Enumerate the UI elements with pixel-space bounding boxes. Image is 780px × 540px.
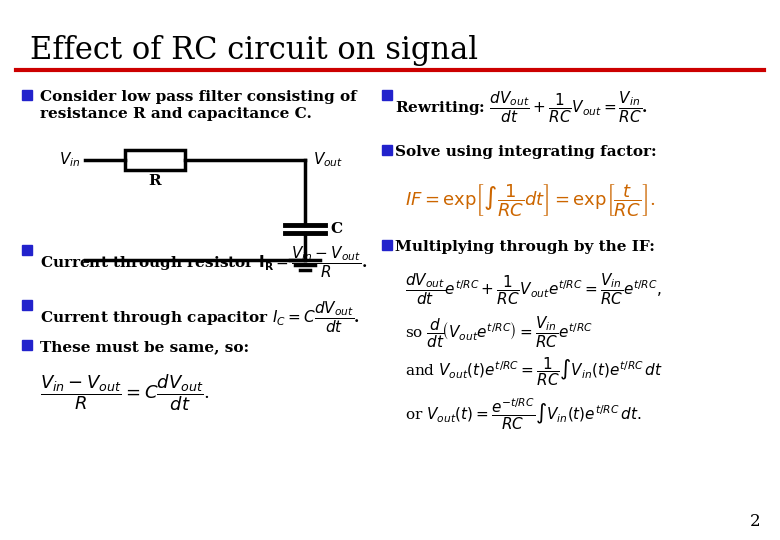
Bar	[22, 340, 32, 350]
Bar	[382, 145, 392, 155]
Text: R: R	[149, 174, 161, 188]
Text: C: C	[330, 222, 342, 236]
Bar	[22, 300, 32, 310]
Bar	[22, 245, 32, 255]
Bar	[125, 150, 185, 170]
Bar	[382, 240, 392, 250]
Bar	[22, 90, 32, 100]
Text: so $\dfrac{d}{dt}\!\left(V_{out}e^{t/RC}\right) = \dfrac{V_{in}}{RC}e^{t/RC}$: so $\dfrac{d}{dt}\!\left(V_{out}e^{t/RC}…	[405, 315, 593, 350]
Text: Multiplying through by the IF:: Multiplying through by the IF:	[395, 240, 655, 254]
Text: These must be same, so:: These must be same, so:	[40, 340, 249, 354]
Text: $\dfrac{V_{in} - V_{out}}{R} = C\dfrac{dV_{out}}{dt}$.: $\dfrac{V_{in} - V_{out}}{R} = C\dfrac{d…	[40, 372, 210, 413]
Text: $IF = \exp\!\left[\int\dfrac{1}{RC}dt\right] = \exp\!\left[\dfrac{t}{RC}\right]$: $IF = \exp\!\left[\int\dfrac{1}{RC}dt\ri…	[405, 182, 655, 218]
Text: Current through capacitor $I_C = C\dfrac{dV_{out}}{dt}$.: Current through capacitor $I_C = C\dfrac…	[40, 300, 360, 335]
Bar	[382, 90, 392, 100]
Text: $V_{in}$: $V_{in}$	[58, 151, 80, 170]
Text: Rewriting: $\dfrac{dV_{out}}{dt} + \dfrac{1}{RC}V_{out} = \dfrac{V_{in}}{RC}$.: Rewriting: $\dfrac{dV_{out}}{dt} + \dfra…	[395, 90, 648, 125]
Text: and $V_{out}(t)e^{t/RC} = \dfrac{1}{RC}\int V_{in}(t)e^{t/RC}\,dt$: and $V_{out}(t)e^{t/RC} = \dfrac{1}{RC}\…	[405, 355, 663, 388]
Text: or $V_{out}(t) = \dfrac{e^{-t/RC}}{RC}\int V_{in}(t)e^{t/RC}\,dt.$: or $V_{out}(t) = \dfrac{e^{-t/RC}}{RC}\i…	[405, 397, 641, 433]
Text: resistance R and capacitance C.: resistance R and capacitance C.	[40, 107, 312, 121]
Text: 2: 2	[750, 513, 760, 530]
Text: Current through resistor $\mathbf{I_R} = \dfrac{V_{in} - V_{out}}{R}$.: Current through resistor $\mathbf{I_R} =…	[40, 245, 367, 280]
Text: Consider low pass filter consisting of: Consider low pass filter consisting of	[40, 90, 356, 104]
Text: Effect of RC circuit on signal: Effect of RC circuit on signal	[30, 35, 478, 66]
Text: Solve using integrating factor:: Solve using integrating factor:	[395, 145, 657, 159]
Text: $V_{out}$: $V_{out}$	[313, 151, 343, 170]
Text: $\dfrac{dV_{out}}{dt}e^{t/RC} + \dfrac{1}{RC}V_{out}e^{t/RC} = \dfrac{V_{in}}{RC: $\dfrac{dV_{out}}{dt}e^{t/RC} + \dfrac{1…	[405, 272, 661, 307]
